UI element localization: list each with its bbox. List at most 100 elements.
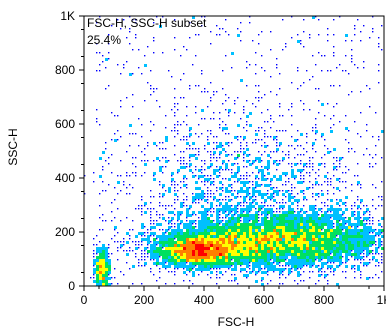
event-dot [324, 217, 327, 220]
event-dot [114, 217, 116, 219]
event-dot [333, 244, 336, 247]
event-dot [345, 220, 348, 223]
event-dot [219, 265, 222, 268]
event-dot [288, 223, 291, 226]
event-dot [345, 250, 348, 253]
event-dot [354, 235, 357, 238]
event-dot [255, 130, 257, 132]
event-dot [369, 241, 372, 244]
event-dot [261, 202, 263, 204]
event-dot [249, 223, 252, 226]
event-dot [372, 28, 374, 30]
event-dot [159, 244, 162, 247]
event-dot [264, 268, 266, 270]
event-dot [273, 175, 276, 178]
event-dot [300, 229, 303, 232]
event-dot [261, 193, 264, 196]
event-dot [174, 268, 176, 270]
event-dot [96, 43, 98, 45]
event-dot [357, 217, 360, 220]
event-dot [366, 241, 369, 244]
event-dot [318, 169, 320, 171]
event-dot [195, 220, 197, 222]
event-dot [267, 244, 270, 247]
event-dot [294, 199, 297, 202]
event-dot [204, 217, 207, 220]
event-dot [303, 223, 306, 226]
event-dot [351, 211, 354, 214]
event-dot [234, 190, 236, 192]
event-dot [135, 37, 137, 39]
event-dot [249, 268, 251, 270]
event-dot [267, 259, 270, 262]
event-dot [339, 223, 342, 226]
event-dot [228, 160, 230, 162]
event-dot [264, 226, 267, 229]
event-dot [123, 19, 125, 21]
event-dot [216, 187, 218, 189]
event-dot [237, 211, 239, 213]
event-dot [204, 241, 207, 244]
event-dot [159, 106, 161, 108]
event-dot [93, 256, 95, 258]
event-dot [159, 253, 162, 256]
event-dot [360, 220, 363, 223]
event-dot [210, 202, 213, 205]
event-dot [171, 109, 173, 111]
event-dot [210, 43, 212, 45]
event-dot [288, 163, 290, 165]
event-dot [93, 268, 96, 271]
event-dot [279, 229, 282, 232]
event-dot [261, 139, 263, 141]
event-dot [321, 211, 323, 213]
event-dot [246, 211, 249, 214]
event-dot [372, 223, 374, 225]
event-dot [192, 172, 194, 174]
event-dot [279, 88, 281, 90]
event-dot [189, 250, 192, 253]
event-dot [312, 211, 315, 214]
event-dot [159, 268, 161, 270]
event-dot [147, 46, 149, 48]
event-dot [288, 226, 291, 229]
event-dot [345, 196, 348, 199]
event-dot [126, 262, 128, 264]
event-dot [234, 136, 237, 139]
event-dot [189, 238, 192, 241]
event-dot [282, 241, 285, 244]
event-dot [363, 229, 366, 232]
event-dot [261, 241, 264, 244]
event-dot [183, 199, 185, 201]
event-dot [213, 193, 215, 195]
event-dot [312, 127, 314, 129]
event-dot [252, 244, 255, 247]
event-dot [324, 271, 326, 273]
event-dot [297, 208, 299, 210]
event-dot [366, 232, 369, 235]
event-dot [243, 256, 246, 259]
event-dot [258, 250, 261, 253]
event-dot [309, 217, 312, 220]
event-dot [264, 70, 266, 72]
event-dot [240, 211, 243, 214]
event-dot [219, 199, 221, 201]
event-dot [165, 115, 167, 117]
event-dot [291, 187, 293, 189]
event-dot [171, 241, 174, 244]
event-dot [312, 196, 314, 198]
event-dot [162, 157, 164, 159]
event-dot [240, 208, 243, 211]
event-dot [279, 244, 282, 247]
event-dot [210, 151, 212, 153]
event-dot [264, 145, 267, 148]
event-dot [336, 256, 339, 259]
event-dot [216, 232, 219, 235]
event-dot [147, 238, 150, 241]
event-dot [276, 136, 278, 138]
event-dot [153, 259, 155, 261]
event-dot [264, 247, 267, 250]
event-dot [306, 265, 308, 267]
event-dot [165, 235, 168, 238]
event-dot [294, 163, 297, 166]
event-dot [147, 241, 150, 244]
